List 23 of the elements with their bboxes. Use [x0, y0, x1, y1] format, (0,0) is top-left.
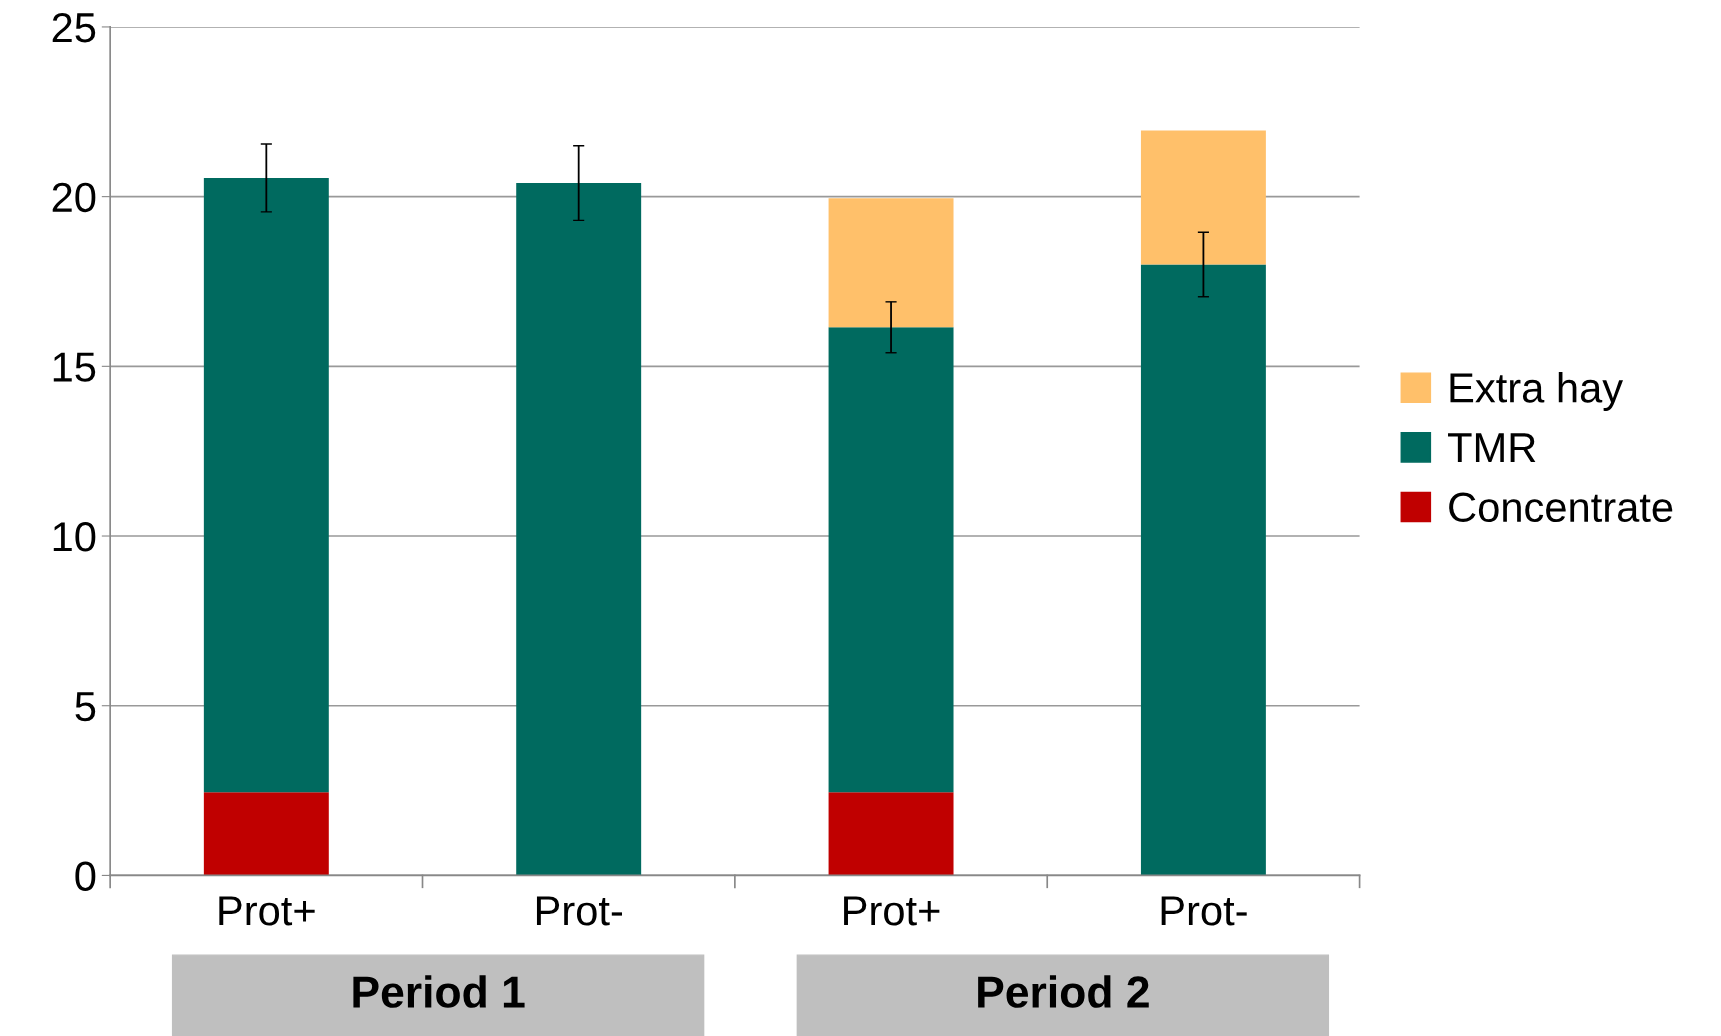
bar	[1140, 130, 1266, 265]
legend-label: TMR	[1448, 433, 1536, 462]
text: Period 1	[353, 975, 525, 1008]
y-tick-label: 25	[52, 12, 96, 43]
y-tick-label: 5	[75, 692, 96, 722]
bar	[828, 327, 954, 793]
x-tick-label: Prot+	[844, 896, 940, 926]
x-tick-label: Prot+	[219, 896, 315, 926]
y-tick-label: 0	[75, 861, 96, 891]
y-tick-label: 20	[52, 182, 96, 213]
bar	[203, 177, 329, 793]
bar	[1140, 264, 1266, 876]
bar	[203, 792, 329, 876]
bar	[828, 792, 954, 876]
bar	[516, 183, 642, 876]
x-tick-label: Prot-	[536, 896, 622, 926]
text: Period 2	[978, 975, 1149, 1008]
y-tick-label: 10	[53, 522, 96, 552]
bar	[828, 198, 954, 328]
legend-label: Extra hay	[1450, 372, 1624, 411]
y-tick-label: 15	[53, 352, 96, 382]
legend-label: Concentrate	[1449, 492, 1673, 523]
x-tick-label: Prot-	[1161, 896, 1247, 926]
